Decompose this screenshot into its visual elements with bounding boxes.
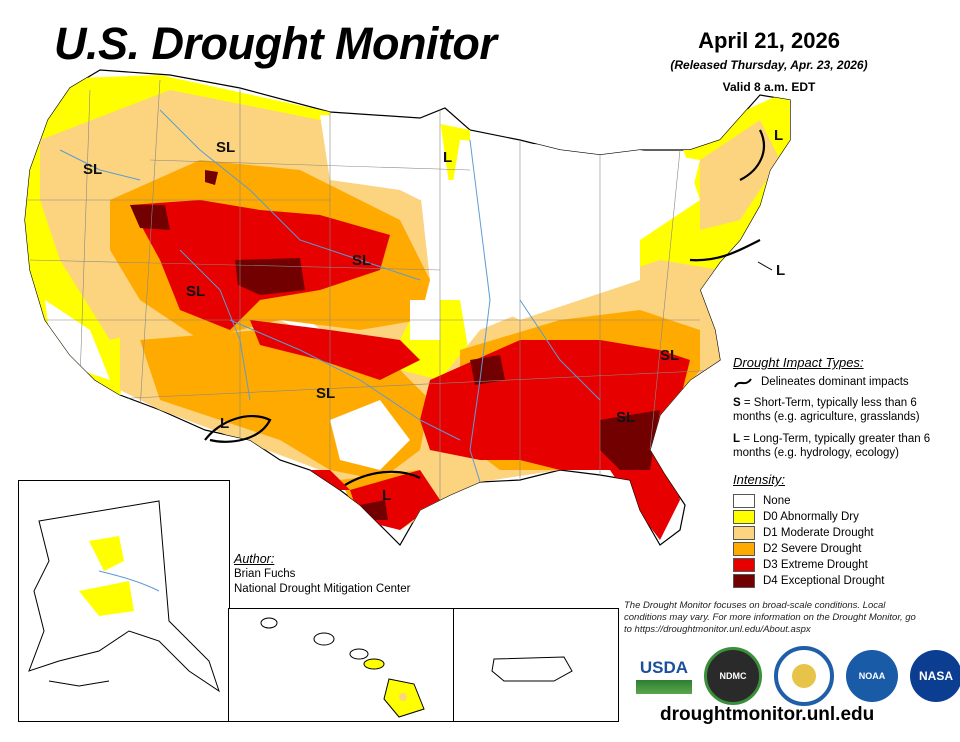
delineation-line-icon — [734, 378, 752, 388]
intensity-row: D4 Exceptional Drought — [733, 573, 884, 589]
noaa-logo-text: NOAA — [858, 671, 886, 681]
alaska-inset — [18, 480, 230, 722]
agency-logos: USDA NDMC NOAA NASA — [636, 646, 960, 706]
valid-time: Valid 8 a.m. EDT — [722, 80, 816, 94]
label-sl-pacific-nw: SL — [83, 161, 102, 178]
impact-types-heading: Drought Impact Types: — [733, 355, 864, 370]
intensity-label: D3 Extreme Drought — [763, 559, 868, 571]
label-sl-southern-plains: SL — [316, 385, 335, 402]
hawaii-inset — [228, 608, 455, 722]
label-l-texas: L — [382, 487, 391, 504]
noaa-logo: NOAA — [846, 650, 898, 702]
page-title: U.S. Drought Monitor — [54, 18, 497, 69]
puerto-rico-inset — [453, 608, 619, 722]
website-url[interactable]: droughtmonitor.unl.edu — [660, 704, 875, 725]
intensity-swatch — [733, 526, 755, 540]
short-term-text: = Short-Term, typically less than 6 mont… — [733, 397, 920, 423]
release-date: (Released Thursday, Apr. 23, 2026) — [670, 58, 868, 72]
delineation-row: Delineates dominant impacts — [733, 376, 955, 390]
long-term-letter: L — [733, 433, 741, 445]
intensity-heading: Intensity: — [733, 472, 786, 487]
label-sl-plains: SL — [352, 252, 371, 269]
intensity-row: D0 Abnormally Dry — [733, 509, 884, 525]
label-l-new-mexico: L — [220, 415, 229, 432]
author-org: National Drought Mitigation Center — [234, 583, 411, 595]
intensity-row: D3 Extreme Drought — [733, 557, 884, 573]
usda-logo: USDA — [636, 653, 692, 699]
nasa-logo: NASA — [910, 650, 960, 702]
label-sl-montana: SL — [216, 139, 235, 156]
intensity-row: D2 Severe Drought — [733, 541, 884, 557]
label-sl-great-basin: SL — [186, 283, 205, 300]
short-term-desc: S = Short-Term, typically less than 6 mo… — [733, 396, 955, 424]
label-sl-carolinas: SL — [660, 347, 679, 364]
impact-types-legend: Drought Impact Types: Delineates dominan… — [733, 355, 955, 468]
long-term-text: = Long-Term, typically greater than 6 mo… — [733, 433, 931, 459]
map-date: April 21, 2026 — [698, 28, 840, 53]
author-block: Author: Brian Fuchs National Drought Mit… — [234, 552, 410, 597]
usda-logo-text: USDA — [639, 658, 689, 677]
intensity-swatch — [733, 542, 755, 556]
author-heading: Author: — [234, 552, 275, 566]
delineation-text: Delineates dominant impacts — [761, 376, 909, 388]
intensity-label: D4 Exceptional Drought — [763, 575, 885, 587]
author-name: Brian Fuchs — [234, 568, 296, 580]
label-l-maine: L — [774, 127, 783, 144]
intensity-legend: Intensity: None D0 Abnormally Dry D1 Moder… — [733, 472, 884, 589]
short-term-letter: S — [733, 397, 741, 409]
label-sl-southeast: SL — [616, 409, 635, 426]
intensity-row: None — [733, 493, 884, 509]
intensity-label: D0 Abnormally Dry — [763, 511, 859, 523]
long-term-desc: L = Long-Term, typically greater than 6 … — [733, 432, 955, 460]
intensity-swatch — [733, 558, 755, 572]
intensity-label: D2 Severe Drought — [763, 543, 862, 555]
footnote: The Drought Monitor focuses on broad-sca… — [624, 600, 916, 635]
label-l-mid-atlantic: L — [776, 262, 785, 279]
ndmc-logo: NDMC — [704, 647, 762, 705]
intensity-label: D1 Moderate Drought — [763, 527, 874, 539]
ndmc-logo-text: NDMC — [719, 671, 747, 681]
nasa-logo-text: NASA — [918, 669, 953, 683]
intensity-swatch — [733, 510, 755, 524]
intensity-swatch — [733, 574, 755, 588]
intensity-swatch — [733, 494, 755, 508]
label-l-minnesota: L — [443, 149, 452, 166]
intensity-row: D1 Moderate Drought — [733, 525, 884, 541]
intensity-label: None — [763, 495, 791, 507]
commerce-logo — [774, 646, 834, 706]
